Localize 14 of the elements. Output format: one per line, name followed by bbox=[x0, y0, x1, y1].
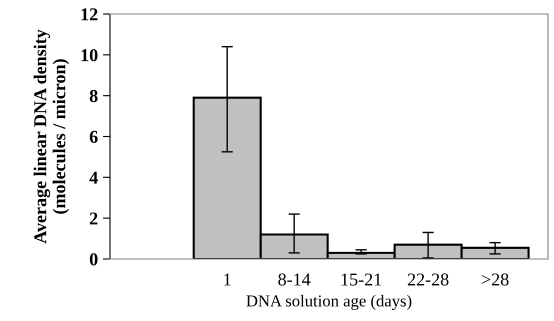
y-tick-label: 6 bbox=[90, 130, 98, 143]
y-tick-label: 0 bbox=[90, 253, 98, 266]
x-tick-label: 1 bbox=[224, 274, 231, 286]
x-tick-label: >28 bbox=[482, 273, 509, 286]
y-tick-label: 12 bbox=[82, 8, 98, 20]
y-axis-title: Average linear DNA density (molecules / micron) bbox=[34, 29, 70, 244]
x-tick-label: 8-14 bbox=[278, 273, 310, 286]
x-tick-label: 22-28 bbox=[408, 273, 448, 286]
x-axis-title: DNA solution age (days) bbox=[246, 294, 412, 310]
y-tick-label: 2 bbox=[90, 212, 98, 224]
y-tick-label: 4 bbox=[89, 172, 98, 184]
y-tick-label: 10 bbox=[82, 49, 98, 62]
y-tick-label: 8 bbox=[90, 90, 98, 102]
x-tick-label: 15-21 bbox=[342, 273, 382, 286]
